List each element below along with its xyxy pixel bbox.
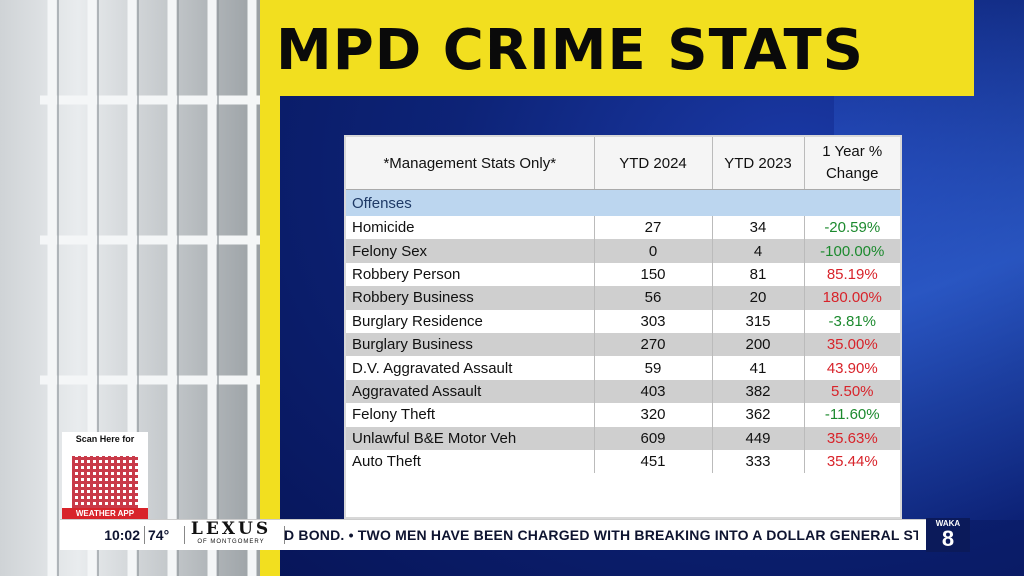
offense-cell: Aggravated Assault [346,379,594,404]
ticker-temperature: 74° [148,527,170,543]
change-cell: 43.90% [803,356,900,380]
ytd-2023-cell: 449 [711,426,804,450]
yellow-accent-strip [260,0,280,576]
ytd-2024-cell: 150 [593,262,712,287]
change-cell: 180.00% [803,286,900,310]
offense-cell: Burglary Business [346,332,594,357]
offense-cell: Burglary Residence [346,309,594,333]
table-row: Homicide 27 34 -20.59% [346,216,900,240]
ticker-divider [184,526,185,544]
table-row: Robbery Business 56 20 180.00% [346,286,900,310]
qr-app-label: WEATHER APP [62,508,148,520]
offense-cell: Unlawful B&E Motor Veh [346,426,594,450]
crime-stats-table: *Management Stats Only* YTD 2024 YTD 202… [346,137,900,474]
ytd-2023-cell: 20 [711,286,804,310]
ytd-2024-cell: 609 [593,426,712,450]
offense-cell: D.V. Aggravated Assault [346,356,594,380]
change-cell: -3.81% [803,309,900,333]
station-channel: 8 [941,526,955,551]
table-row: Felony Sex 0 4 -100.00% [346,239,900,263]
stats-table-card: *Management Stats Only* YTD 2024 YTD 202… [346,137,900,517]
sponsor-logo: LEXUS OF MONTGOMERY [176,520,286,550]
ticker-divider [284,526,285,544]
ticker-time: 10:02 [104,527,140,543]
ytd-2024-cell: 0 [593,239,712,263]
table-row: D.V. Aggravated Assault 59 41 43.90% [346,356,900,380]
offense-cell: Robbery Business [346,286,594,310]
ticker-divider [144,526,145,544]
change-cell: -11.60% [803,403,900,427]
offense-cell: Felony Sex [346,239,594,263]
weather-app-qr-widget[interactable]: Scan Here for WEATHER APP [62,432,148,520]
ytd-2023-cell: 333 [711,449,804,474]
ticker-headline: D BOND. • TWO MEN HAVE BEEN CHARGED WITH… [284,520,918,550]
title-bar: MPD CRIME STATS [260,0,974,96]
qr-code-icon[interactable] [72,456,138,508]
offense-cell: Felony Theft [346,403,594,427]
ytd-2023-cell: 382 [711,379,804,404]
section-cell [804,189,900,216]
ytd-2023-cell: 81 [711,262,804,287]
section-cell [594,189,712,216]
change-cell: -20.59% [803,216,900,240]
page-title: MPD CRIME STATS [276,18,864,83]
table-row: Burglary Business 270 200 35.00% [346,332,900,357]
sponsor-name: LEXUS [190,519,272,539]
change-cell: 35.63% [803,426,900,450]
ytd-2023-cell: 200 [711,332,804,357]
section-label: Offenses [346,189,594,216]
ytd-2024-cell: 303 [593,309,712,333]
ytd-2024-cell: 59 [593,356,712,380]
change-cell: 5.50% [803,379,900,404]
header-category: *Management Stats Only* [346,137,595,190]
ticker-headline-text: D BOND. • TWO MEN HAVE BEEN CHARGED WITH… [284,527,918,543]
header-change-line1: 1 Year % [822,143,883,160]
offense-cell: Homicide [346,216,594,240]
table-row: Unlawful B&E Motor Veh 609 449 35.63% [346,426,900,450]
table-header-row: *Management Stats Only* YTD 2024 YTD 202… [346,137,900,190]
offense-cell: Auto Theft [346,449,594,474]
qr-caption: Scan Here for [75,434,135,444]
news-ticker: 10:02 74° LEXUS OF MONTGOMERY D BOND. • … [60,518,970,552]
sponsor-subtitle: OF MONTGOMERY [197,539,265,545]
table-row: Robbery Person 150 81 85.19% [346,262,900,287]
ytd-2023-cell: 4 [711,239,804,263]
ytd-2024-cell: 56 [593,286,712,310]
table-row: Aggravated Assault 403 382 5.50% [346,379,900,404]
station-callsign: WAKA [935,519,961,528]
ytd-2023-cell: 315 [711,309,804,333]
ytd-2024-cell: 320 [593,403,712,427]
change-cell: 85.19% [803,262,900,287]
section-cell [712,189,804,216]
table-row: Auto Theft 451 333 35.44% [346,449,900,474]
ytd-2024-cell: 27 [593,216,712,240]
header-change-line2: Change [825,165,879,182]
ytd-2024-cell: 270 [593,332,712,357]
ytd-2024-cell: 403 [593,379,712,404]
ytd-2023-cell: 34 [711,216,804,240]
table-row: Burglary Residence 303 315 -3.81% [346,309,900,333]
table-row: Felony Theft 320 362 -11.60% [346,403,900,427]
header-ytd-2023: YTD 2023 [712,137,805,190]
ytd-2023-cell: 362 [711,403,804,427]
change-cell: 35.44% [803,449,900,474]
ytd-2023-cell: 41 [711,356,804,380]
header-change: 1 Year % Change [804,137,900,190]
section-row: Offenses [346,189,900,216]
offense-cell: Robbery Person [346,262,594,287]
ytd-2024-cell: 451 [593,449,712,474]
change-cell: 35.00% [803,332,900,357]
header-ytd-2024: YTD 2024 [594,137,713,190]
change-cell: -100.00% [803,239,900,263]
station-logo: WAKA 8 [926,518,970,552]
